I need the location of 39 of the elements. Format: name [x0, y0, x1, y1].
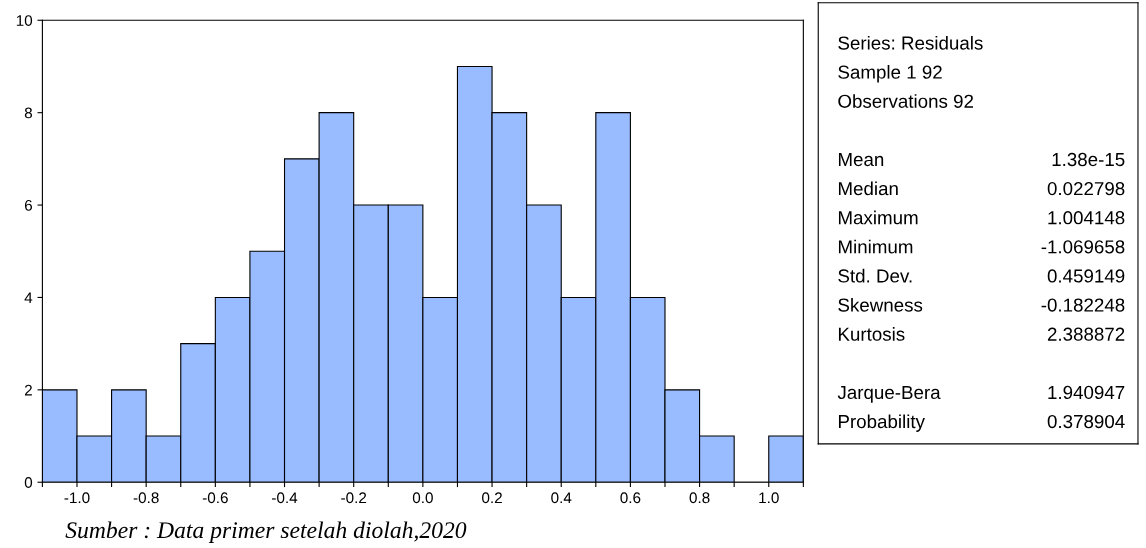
x-tick-label: 0.0: [412, 492, 433, 504]
category-label: Probability: [838, 414, 925, 432]
category-label: Maximum: [838, 210, 918, 225]
x-tick-label: 0.8: [689, 492, 710, 504]
text: 0.459149: [1047, 269, 1125, 283]
text: 1.940947: [1048, 385, 1125, 400]
x-tick-label: 0.2: [482, 492, 502, 504]
x-tick-label: -1.0: [64, 492, 90, 504]
text: Sumber : Data primer setelah diolah,2020: [65, 521, 467, 543]
text: 2.388872: [1047, 327, 1125, 341]
text: 1.004148: [1048, 211, 1125, 225]
category-label: Minimum: [838, 239, 913, 254]
y-tick-label: 0: [24, 477, 33, 488]
x-tick-label: -0.8: [133, 492, 159, 504]
x-tick-label: -0.4: [272, 492, 298, 504]
text: 1.38e-15: [1052, 152, 1125, 167]
category-label: Std. Dev.: [838, 268, 912, 283]
x-tick-label: 0.6: [620, 492, 641, 504]
category-label: Kurtosis: [838, 327, 905, 341]
y-tick-label: 2: [24, 384, 32, 396]
category-label: Mean: [838, 153, 884, 167]
y-tick-label: 8: [24, 107, 33, 119]
text: 0.022798: [1047, 181, 1125, 196]
y-tick-label: 6: [24, 199, 33, 211]
text: -1.069658: [1041, 240, 1125, 254]
text: Sample 1 92: [838, 65, 942, 83]
category-label: Skewness: [838, 297, 923, 312]
y-tick-label: 10: [16, 15, 33, 26]
y-tick-label: 4: [24, 292, 33, 303]
category-label: Median: [838, 181, 898, 196]
x-tick-label: 1.0: [759, 492, 779, 504]
x-tick-label: -0.2: [341, 492, 367, 504]
category-label: Jarque-Bera: [837, 385, 941, 403]
x-tick-label: -0.6: [202, 492, 228, 504]
text: Series: Residuals: [838, 35, 983, 50]
x-tick-label: 0.4: [551, 492, 572, 504]
text: Observations 92: [838, 94, 974, 108]
text: 0.378904: [1047, 414, 1125, 429]
text: -0.182248: [1041, 298, 1125, 312]
